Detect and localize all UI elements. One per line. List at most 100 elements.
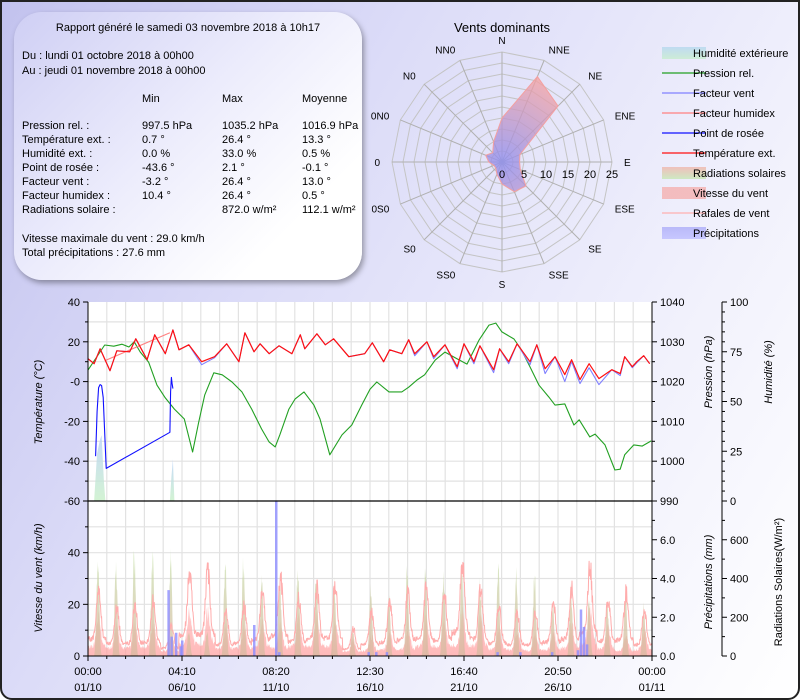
wind-tick-label: 0 [74, 651, 80, 663]
humidity-axis-title: Humidité (%) [763, 340, 775, 404]
legend-item[interactable]: Température ext. [662, 148, 776, 160]
legend-item[interactable]: Humidité extérieure [662, 47, 788, 60]
precipitation-bar [179, 646, 182, 656]
wind-rose-point [501, 183, 503, 185]
wind-rose-radial-tick: 5 [521, 169, 527, 181]
stats-label-cell: Humidité ext. : [22, 148, 93, 160]
wind-rose-direction-label: ESE [615, 205, 635, 216]
pressure-tick-label: 1020 [660, 377, 684, 389]
header-max: Max [222, 93, 243, 105]
pressure-tick-label: 1010 [660, 416, 684, 428]
stats-max-cell: 1035.2 hPa [222, 120, 279, 132]
wind-rose-direction-label: ENE [615, 111, 636, 122]
temperature-tick-label: -0 [70, 377, 80, 389]
stats-avg-cell: 112.1 w/m² [302, 204, 356, 216]
legend-item[interactable]: Radiations solaires [662, 167, 786, 180]
precipitation-bar [519, 652, 522, 656]
max-wind-text: Vitesse maximale du vent : 29.0 km/h [22, 233, 205, 245]
legend-label: Pression rel. [693, 68, 754, 80]
wind-rose-point [492, 152, 494, 154]
wind-rose-direction-label: NNE [549, 45, 570, 56]
precipitation-bar [367, 652, 370, 656]
x-tick-date-label: 06/10 [168, 682, 196, 694]
stats-max-cell: 872.0 w/m² [222, 204, 277, 216]
wind-rose-spoke [400, 119, 503, 163]
stats-label-cell: Pression rel. : [22, 120, 90, 132]
series-point-de-ros-eline [95, 376, 174, 469]
legend-item[interactable]: Rafales de vent [662, 208, 769, 220]
temperature-axis-title: Température (°C) [33, 359, 45, 444]
x-tick-date-label: 01/11 [639, 682, 666, 694]
wind-rose-point [519, 154, 521, 156]
legend-item[interactable]: Facteur vent [662, 88, 754, 100]
legend-item[interactable]: Précipitations [662, 227, 760, 240]
temperature-tick-label: 20 [68, 337, 80, 349]
wind-rose-point [496, 173, 498, 175]
series-pression-rel-line [87, 322, 652, 471]
legend-label: Vitesse du vent [693, 188, 768, 200]
legend-swatch [662, 227, 706, 239]
precipitation-bar [585, 644, 589, 656]
legend-item[interactable]: Facteur humidex [662, 108, 775, 120]
precipitation-bar [174, 632, 178, 656]
wind-gust-line [87, 560, 653, 651]
pressure-tick-label: 1000 [660, 456, 684, 468]
wind-tick-label: 40 [68, 548, 80, 560]
wind-rose-direction-label: S0 [403, 244, 416, 255]
stats-avg-cell: -0.1 ° [302, 162, 329, 174]
x-tick-time-label: 08:20 [262, 666, 290, 678]
x-tick-date-label: 21/10 [450, 682, 478, 694]
precipitation-bar [253, 625, 256, 656]
legend-label: Température ext. [693, 148, 776, 160]
stats-min-cell: -43.6 ° [142, 162, 175, 174]
wind-rose-point [488, 161, 490, 163]
legend-label: Rafales de vent [693, 208, 769, 220]
stats-min-cell: -3.2 ° [142, 176, 169, 188]
report-summary-panel: Rapport généré le samedi 03 novembre 201… [14, 12, 362, 280]
stats-avg-cell: 0.5 ° [302, 190, 325, 202]
stats-avg-cell: 13.3 ° [302, 134, 331, 146]
stats-min-cell: 0.0 % [142, 148, 171, 160]
x-tick-time-label: 20:50 [544, 666, 572, 678]
humidity-tick-label: 100 [730, 297, 748, 309]
humidity-area [169, 459, 175, 501]
temperature-tick-label: -20 [64, 416, 80, 428]
stats-max-cell: 26.4 ° [222, 134, 251, 146]
wind-rose-point [519, 161, 521, 163]
radiation-axis-title: Radiations Solaires(W/m²) [773, 518, 785, 646]
wind-rose-point [557, 105, 559, 107]
wind-rose-spoke [400, 161, 503, 205]
humidity-tick-label: 0 [730, 496, 736, 508]
stats-min-cell: 0.7 ° [142, 134, 165, 146]
stats-label-cell: Point de rosée : [22, 162, 100, 174]
stats-avg-cell: 0.5 % [302, 148, 331, 160]
wind-rose-radial-tick: 0 [499, 169, 505, 181]
wind-rose-point [513, 191, 515, 193]
stats-label-cell: Température ext. : [22, 134, 111, 146]
legend-swatch [662, 47, 706, 59]
stats-label-cell: Facteur vent : [22, 176, 90, 188]
precip-tick-label: 0.0 [660, 651, 675, 663]
x-tick-date-label: 11/10 [263, 682, 290, 694]
x-tick-time-label: 00:00 [74, 666, 102, 678]
wind-rose-point [536, 76, 538, 78]
radiation-tick-label: 400 [730, 574, 748, 586]
solar-radiation-area [88, 548, 652, 656]
legend-label: Point de rosée [693, 128, 764, 140]
x-tick-date-label: 26/10 [544, 682, 572, 694]
legend-item[interactable]: Point de rosée [662, 128, 764, 140]
radiation-tick-label: 600 [730, 535, 748, 547]
pressure-axis-title: Pression (hPa) [703, 335, 715, 408]
report-title: Rapport généré le samedi 03 novembre 201… [55, 22, 321, 34]
x-tick-time-label: 16:40 [450, 666, 478, 678]
legend-item[interactable]: Pression rel. [662, 68, 754, 80]
wind-rose-point [525, 185, 527, 187]
wind-rose-spoke [459, 161, 503, 264]
x-tick-time-label: 04:10 [168, 666, 196, 678]
humidity-tick-label: 50 [730, 397, 742, 409]
humidity-tick-label: 25 [730, 446, 742, 458]
legend-item[interactable]: Vitesse du vent [662, 187, 768, 200]
precipitation-axis-title: Précipitations (mm) [703, 534, 715, 629]
wind-rose-direction-label: SE [588, 244, 602, 255]
precip-tick-label: 2.0 [660, 612, 675, 624]
